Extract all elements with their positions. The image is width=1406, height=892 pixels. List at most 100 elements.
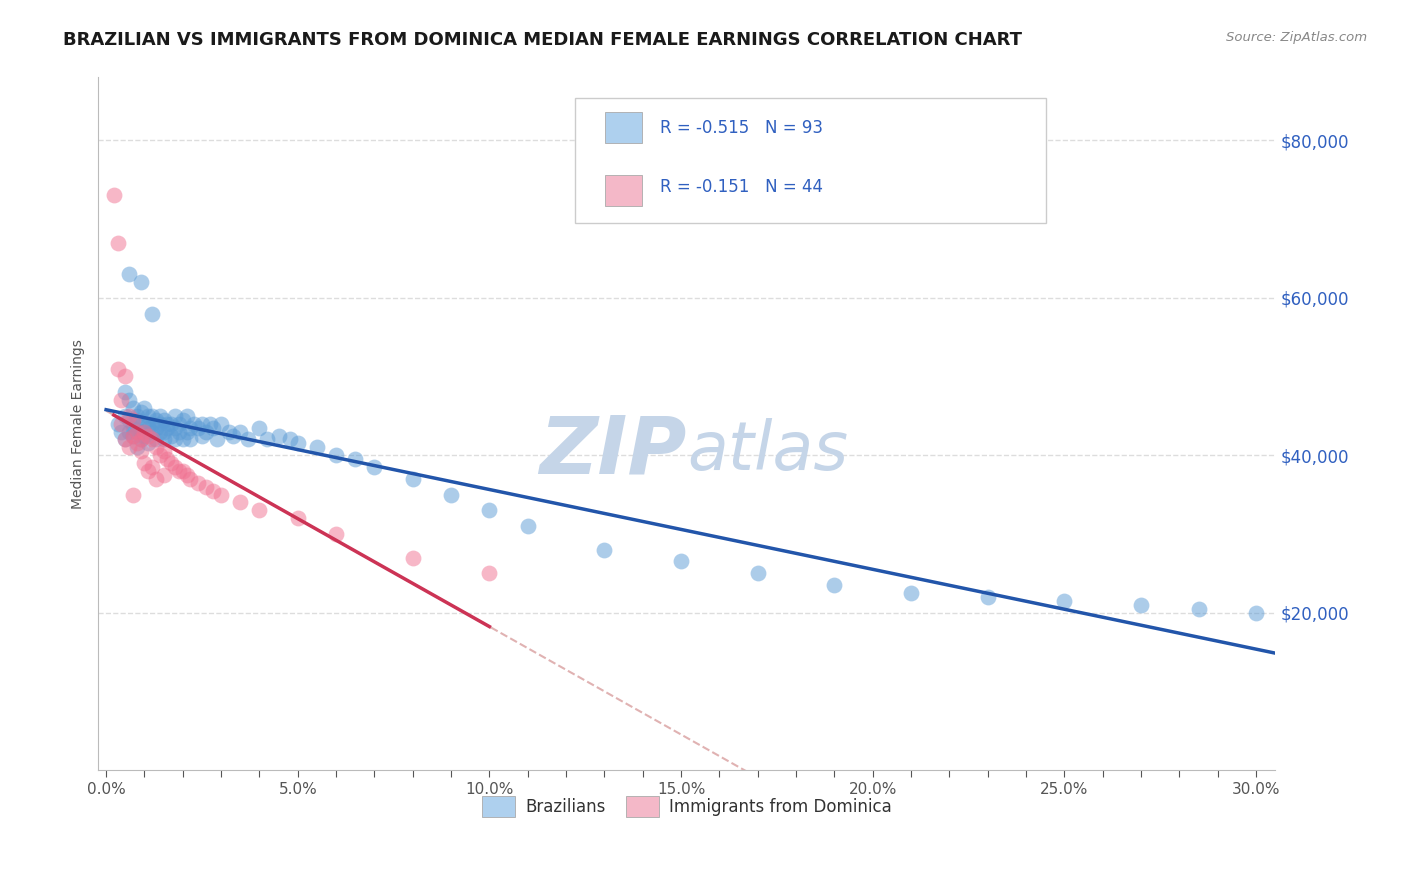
Point [141, 417, 163, 431]
Point [125, 413, 148, 427]
Bar [605, 112, 643, 144]
Point [516, 519, 538, 533]
Point [125, 425, 148, 439]
Point [129, 433, 152, 447]
Point [478, 503, 501, 517]
Point [152, 425, 174, 439]
Point [194, 480, 217, 494]
Point [129, 425, 152, 439]
Point [207, 433, 229, 447]
Point [187, 475, 209, 490]
Point [110, 417, 132, 431]
Point [107, 417, 129, 431]
Point [179, 433, 201, 447]
Point [107, 235, 129, 250]
Point [141, 307, 163, 321]
Point [172, 413, 194, 427]
Point [209, 417, 232, 431]
Point [167, 417, 190, 431]
Point [152, 433, 174, 447]
Point [125, 425, 148, 439]
Point [325, 448, 347, 462]
Point [344, 452, 367, 467]
Point [145, 472, 167, 486]
Point [134, 425, 156, 439]
Point [402, 550, 425, 565]
Point [1244, 606, 1267, 620]
Text: R = -0.515   N = 93: R = -0.515 N = 93 [659, 119, 823, 137]
Point [114, 369, 136, 384]
Point [141, 460, 163, 475]
Point [977, 590, 1000, 604]
Point [191, 428, 214, 442]
Point [194, 425, 217, 439]
Point [249, 420, 271, 434]
Point [136, 464, 159, 478]
Point [122, 428, 145, 442]
Text: Source: ZipAtlas.com: Source: ZipAtlas.com [1226, 31, 1367, 45]
Point [118, 440, 141, 454]
Point [236, 433, 259, 447]
Point [134, 401, 156, 415]
Point [149, 409, 172, 423]
Point [145, 413, 167, 427]
Point [229, 495, 252, 509]
Point [136, 409, 159, 423]
Point [145, 433, 167, 447]
Point [107, 361, 129, 376]
Point [122, 428, 145, 442]
Point [167, 464, 190, 478]
Point [183, 417, 205, 431]
Point [165, 433, 187, 447]
Point [172, 433, 194, 447]
Point [149, 425, 172, 439]
Point [122, 401, 145, 415]
Point [900, 586, 922, 600]
Point [440, 487, 463, 501]
Point [249, 503, 271, 517]
Point [152, 413, 174, 427]
Point [125, 440, 148, 454]
Point [824, 578, 846, 592]
Point [176, 467, 198, 482]
Point [202, 420, 225, 434]
Point [156, 420, 179, 434]
Point [156, 417, 179, 431]
Point [179, 420, 201, 434]
Point [363, 460, 385, 475]
FancyBboxPatch shape [575, 98, 1046, 223]
Bar [605, 175, 643, 205]
Point [165, 409, 187, 423]
Point [176, 425, 198, 439]
Point [110, 425, 132, 439]
Point [118, 267, 141, 281]
Text: BRAZILIAN VS IMMIGRANTS FROM DOMINICA MEDIAN FEMALE EARNINGS CORRELATION CHART: BRAZILIAN VS IMMIGRANTS FROM DOMINICA ME… [63, 31, 1022, 49]
Point [110, 393, 132, 408]
Point [1188, 601, 1211, 615]
Point [160, 456, 183, 470]
Point [187, 420, 209, 434]
Point [160, 417, 183, 431]
Point [134, 417, 156, 431]
Point [136, 428, 159, 442]
Point [114, 433, 136, 447]
Point [593, 542, 616, 557]
Point [114, 385, 136, 400]
Point [152, 444, 174, 458]
Point [191, 417, 214, 431]
Point [134, 425, 156, 439]
Point [118, 425, 141, 439]
Point [118, 413, 141, 427]
Point [122, 417, 145, 431]
Point [152, 467, 174, 482]
Point [218, 425, 240, 439]
Point [114, 433, 136, 447]
Point [129, 405, 152, 419]
Point [118, 393, 141, 408]
Point [145, 420, 167, 434]
Point [134, 456, 156, 470]
Point [134, 428, 156, 442]
Point [202, 483, 225, 498]
Point [221, 428, 243, 442]
Point [198, 417, 221, 431]
